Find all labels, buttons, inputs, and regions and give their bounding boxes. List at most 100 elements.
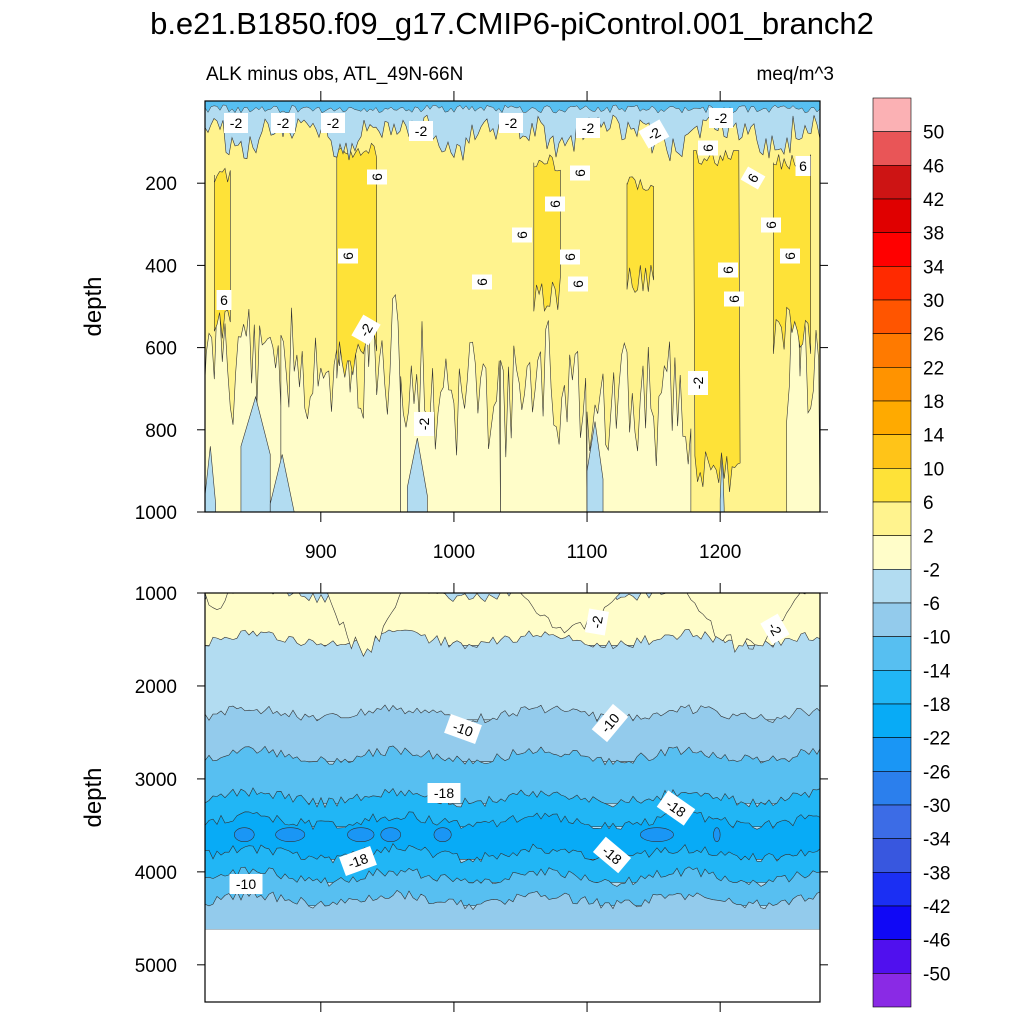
upper-contour-label-11: 6 [740,166,766,190]
upper-contour-label-9: 6 [570,165,590,181]
upper-contour-label-7: -2 [709,108,733,128]
page-title: b.e21.B1850.f09_g17.CMIP6-piControl.001_… [150,6,874,41]
yellow-tongue-3 [686,593,801,653]
lower-ytick-label-3: 4000 [135,863,177,884]
cream-region-3 [500,320,588,512]
upper-contour-label-bg-18 [780,248,800,264]
colorbar: 50 46 42 38 34 30 26 22 18 14 10 6 2 -2 -6 -10 -14 -18 -22… [872,97,951,1008]
no-data-region [205,929,820,1002]
lower-contour-label-2: -10 [444,713,482,745]
upper-contour-label-text-26: -2 [416,418,432,431]
lower-panel-contours [205,593,820,1002]
upper-contour-label-2: -2 [321,113,345,133]
upper-contour-label-1: -2 [271,113,295,133]
lower-contour-label-text-0: -2 [588,614,606,629]
lower-ytick-label-0: 1000 [135,584,177,605]
upper-contour-label-16: 6 [338,248,358,264]
upper-contour-label-text-15: 6 [763,221,779,229]
upper-contour-label-text-23: 6 [726,295,742,303]
upper-contour-label-6: -2 [638,119,670,149]
upper-contour-label-13: 6 [545,196,565,212]
lower-contour-label-8: -10 [229,874,263,894]
upper-contour-label-20: 6 [568,276,588,292]
colorbar-swatch-4 [872,232,912,267]
lower-ytick-label-4: 5000 [135,956,177,977]
upper-contour-label-10: 6 [698,140,718,156]
colorbar-label-18: -22 [923,729,950,750]
colorbar-swatch-10 [872,434,912,469]
colorbar-swatch-15 [872,602,912,637]
colorbar-swatch-7 [872,333,912,368]
upper-contour-label-0: -2 [224,113,248,133]
colorbar-label-22: -38 [923,863,950,884]
colorbar-label-10: 10 [923,459,944,480]
colorbar-label-7: 22 [923,358,944,379]
cream-region-4 [586,341,692,512]
colorbar-label-21: -34 [923,830,951,851]
colorbar-label-5: 30 [923,291,944,312]
upper-contour-label-8: 6 [367,169,387,185]
upper-xtick-label-1: 1000 [433,542,475,563]
colorbar-label-12: 2 [923,527,934,548]
upper-contour-label-bg-2 [321,113,345,133]
upper-contour-label-text-13: 6 [547,200,563,208]
upper-ytick-label-4: 1000 [135,503,177,524]
upper-contour-label-text-9: 6 [572,169,588,177]
upper-contour-label-text-17: 6 [562,253,578,261]
deep-blob-4 [433,827,452,842]
lower-contour-label-bg-6 [339,845,377,877]
colorbar-label-15: -10 [923,628,950,649]
axes: 200 400 600 800 1000 900 1000 1100 1200 depth 1000… [80,91,828,1012]
lower-contour-label-bg-2 [444,713,482,745]
lower-contour-label-bg-5 [656,790,696,826]
colorbar-swatch-11 [872,468,912,503]
lower-contour-label-bg-1 [760,613,790,645]
upper-contour-label-text-2: -2 [327,115,340,131]
colorbar-swatch-12 [872,501,912,536]
upper-contour-label-text-3: -2 [415,123,428,139]
cream-region-2 [400,321,501,512]
upper-contour-label-bg-4 [499,113,523,133]
depth-band-3 [205,745,820,804]
upper-contour-label-text-12: 6 [799,158,807,174]
panel-subtitle: ALK minus obs, ATL_49N-66N [206,64,464,85]
upper-ytick-label-0: 200 [145,174,177,195]
depth-band-7 [205,866,820,907]
upper-contour-label-bg-3 [409,121,433,141]
lower-contour-label-bg-4 [427,783,461,803]
colorbar-label-20: -30 [923,796,950,817]
colorbar-label-9: 14 [923,426,945,447]
upper-contour-label-bg-0 [224,113,248,133]
colorbar-label-1: 46 [923,156,944,177]
lower-contour-label-text-6: -18 [346,850,371,872]
upper-contour-label-text-20: 6 [570,280,586,288]
colorbar-swatch-24 [872,905,912,940]
upper-ytick-label-3: 800 [145,421,177,442]
blue-wedge-5 [719,450,725,512]
plume-5 [626,176,654,293]
colorbar-label-24: -46 [923,931,950,952]
upper-contour-label-18: 6 [780,248,800,264]
colorbar-swatch-0 [872,97,912,132]
lower-frame [204,592,821,1003]
upper-ytick-label-2: 600 [145,339,177,360]
lower-ytick-label-1: 2000 [135,677,177,698]
blue-wedge-4 [586,421,604,512]
upper-contour-label-text-0: -2 [230,115,243,131]
deep-blob-0 [233,827,255,842]
colorbar-label-23: -42 [923,897,950,918]
upper-contour-label-bg-13 [545,196,565,212]
upper-contour-label-bg-16 [338,248,358,264]
lower-ylabel: depth [80,767,107,827]
lower-ytick-label-2: 3000 [135,770,177,791]
upper-contour-label-12: 6 [795,156,811,176]
deep-blob-1 [275,827,306,842]
upper-contour-label-text-1: -2 [277,115,290,131]
upper-contour-label-text-19: 6 [474,278,490,286]
colorbar-swatch-16 [872,636,912,671]
colorbar-swatch-26 [872,973,912,1008]
upper-contour-label-bg-10 [698,140,718,156]
upper-contour-label-4: -2 [499,113,523,133]
colorbar-label-4: 34 [923,257,945,278]
colorbar-swatch-8 [872,367,912,402]
